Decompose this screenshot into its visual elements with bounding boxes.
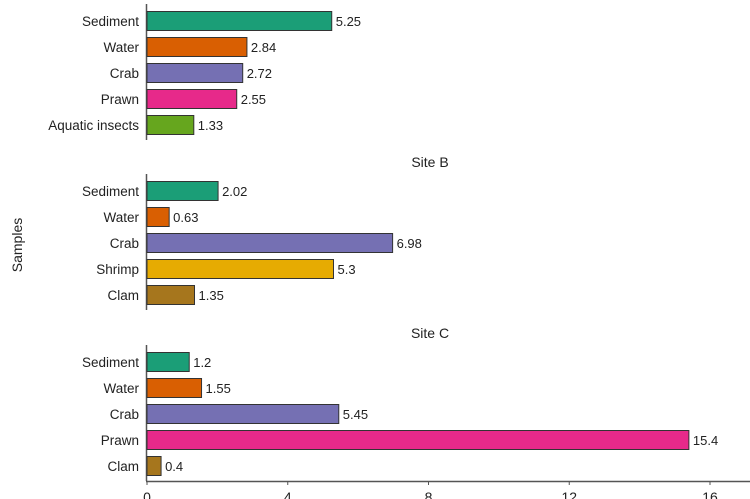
data-label: 5.45	[343, 407, 368, 422]
category-label: Crab	[110, 407, 139, 422]
bar-prawn	[146, 430, 690, 450]
bar-crab	[146, 233, 394, 253]
category-label: Sediment	[82, 355, 139, 370]
bar-sediment	[146, 352, 190, 372]
x-tick-label: 0	[143, 489, 151, 499]
bar-clam	[146, 456, 162, 476]
bar-water	[146, 378, 203, 398]
y-axis-label: Samples	[9, 218, 25, 272]
panel-title: Site B	[411, 154, 448, 170]
data-label: 0.4	[165, 459, 183, 474]
category-label: Crab	[110, 66, 139, 81]
bar-aquatic-insects	[146, 115, 195, 135]
category-label: Clam	[107, 459, 139, 474]
category-label: Sediment	[82, 14, 139, 29]
data-label: 5.3	[337, 262, 355, 277]
bar-sediment	[146, 11, 333, 31]
x-tick-label: 4	[284, 489, 292, 499]
panel-title: Site C	[411, 325, 449, 341]
bar-prawn	[146, 89, 238, 109]
category-label: Crab	[110, 236, 139, 251]
bar-crab	[146, 63, 244, 83]
category-label: Clam	[107, 288, 139, 303]
data-label: 2.84	[251, 40, 276, 55]
bar-water	[146, 207, 170, 227]
bar-clam	[146, 285, 196, 305]
data-label: 2.72	[247, 66, 272, 81]
category-label: Shrimp	[96, 262, 139, 277]
category-label: Water	[103, 40, 139, 55]
category-label: Prawn	[101, 433, 139, 448]
x-tick-label: 16	[702, 489, 718, 499]
data-label: 1.33	[198, 118, 223, 133]
category-label: Aquatic insects	[48, 118, 139, 133]
category-label: Water	[103, 381, 139, 396]
data-label: 2.02	[222, 184, 247, 199]
bar-sediment	[146, 181, 219, 201]
data-label: 1.35	[199, 288, 224, 303]
bar-crab	[146, 404, 340, 424]
data-label: 1.2	[193, 355, 211, 370]
x-tick-label: 12	[561, 489, 577, 499]
category-label: Prawn	[101, 92, 139, 107]
data-label: 1.55	[206, 381, 231, 396]
x-tick-label: 8	[425, 489, 433, 499]
data-label: 0.63	[173, 210, 198, 225]
category-label: Sediment	[82, 184, 139, 199]
data-label: 15.4	[693, 433, 718, 448]
data-label: 6.98	[397, 236, 422, 251]
bar-shrimp	[146, 259, 334, 279]
data-label: 5.25	[336, 14, 361, 29]
data-label: 2.55	[241, 92, 266, 107]
category-label: Water	[103, 210, 139, 225]
bar-water	[146, 37, 248, 57]
